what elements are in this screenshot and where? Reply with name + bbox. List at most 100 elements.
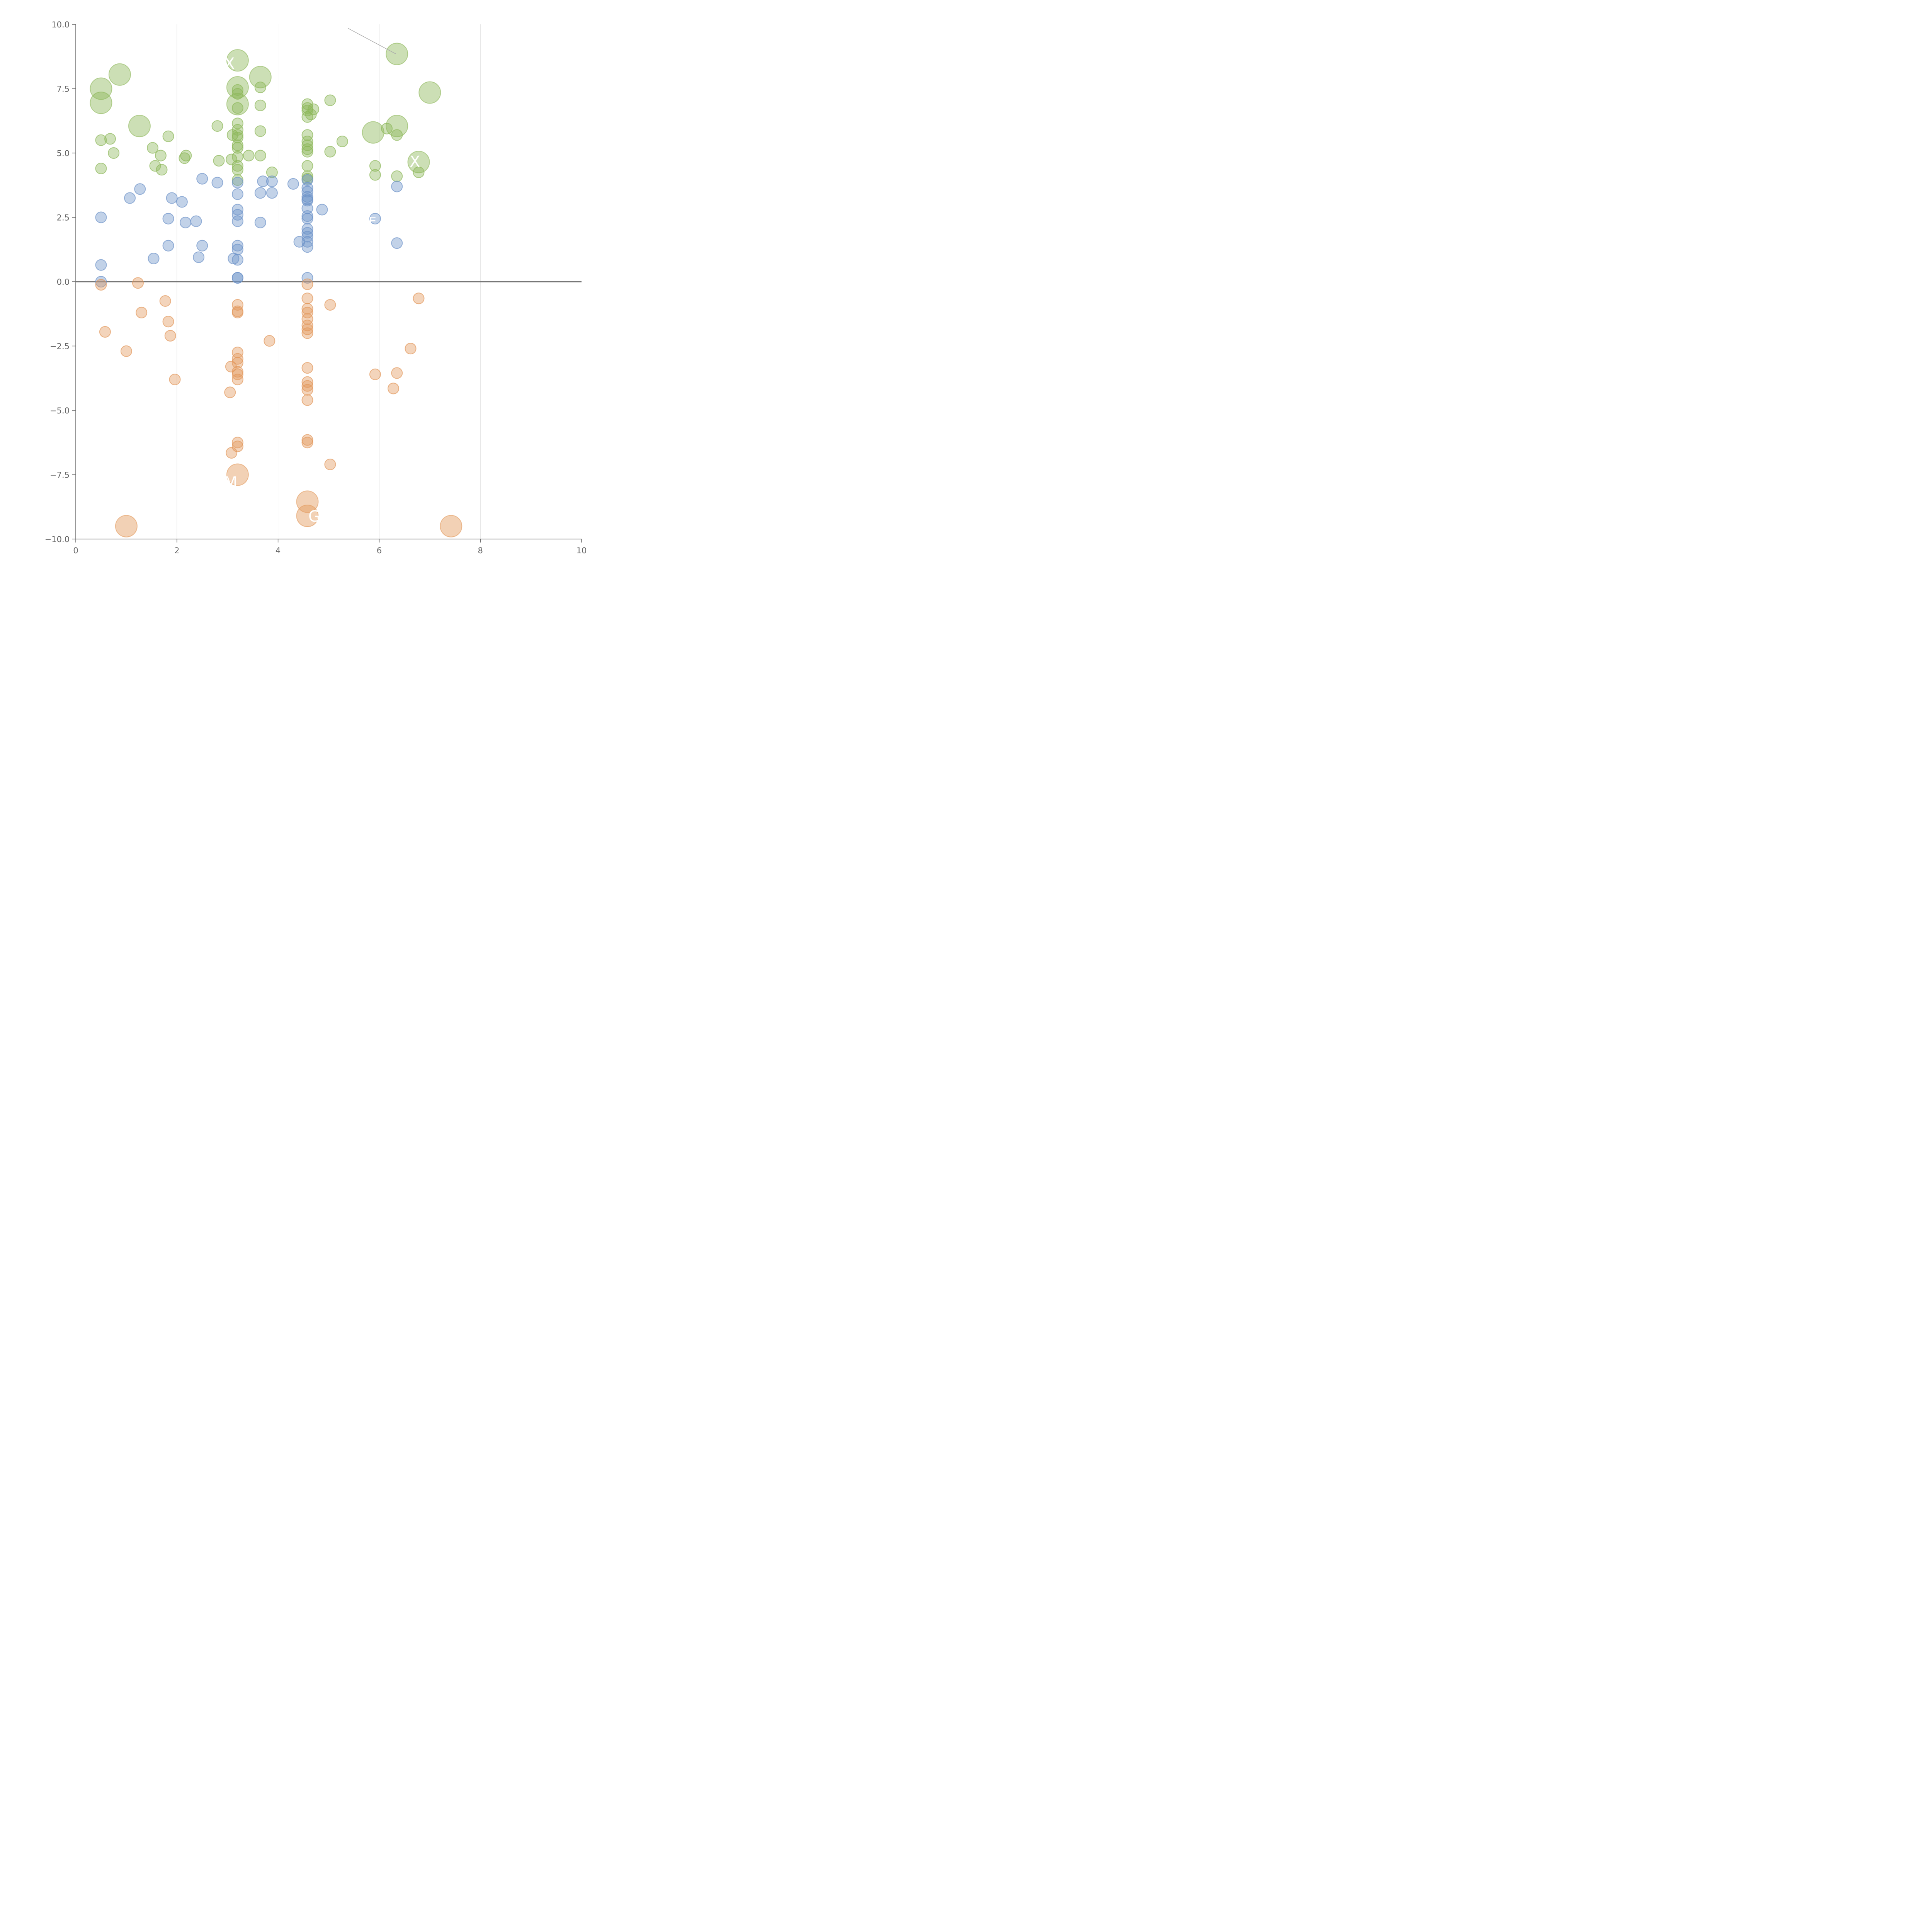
data-point	[196, 240, 208, 252]
data-point	[391, 170, 403, 182]
y-tick-label: 2.5	[57, 213, 70, 223]
scatter-chart: 10.07.55.02.50.0−2.5−5.0−7.5−10.00 2 4 6 8 10…	[45, 20, 587, 555]
data-point	[162, 316, 174, 328]
data-point	[336, 136, 348, 148]
data-point	[231, 437, 243, 449]
data-point	[301, 323, 313, 335]
data-point	[231, 139, 243, 151]
data-point	[231, 174, 243, 186]
data-point	[231, 88, 243, 100]
data-point	[132, 277, 144, 289]
data-point	[388, 383, 400, 395]
data-point	[231, 254, 243, 266]
data-point	[231, 129, 243, 141]
data-point	[180, 216, 192, 228]
data-point	[413, 293, 425, 304]
data-point	[193, 251, 205, 263]
y-tick-label: −5.0	[50, 406, 70, 415]
x-tick-label: 8	[478, 546, 483, 555]
data-point	[301, 143, 313, 155]
data-point	[254, 82, 266, 94]
data-point	[211, 120, 223, 132]
x-tick-label: 10	[577, 546, 587, 555]
data-point	[301, 146, 313, 158]
data-point	[391, 367, 403, 379]
data-point	[369, 160, 381, 172]
data-point	[301, 313, 313, 325]
data-point	[266, 187, 278, 199]
data-point	[231, 243, 243, 255]
data-point	[301, 241, 313, 253]
data-point	[162, 130, 174, 142]
axes: 10.0 7.5 5.0 2.5 0.0 −2.5 −5.0 −7.5 −10.00 2 4 6 8 10	[45, 20, 587, 555]
data-point-large	[226, 463, 249, 486]
data-points	[90, 28, 463, 537]
data-point	[301, 437, 313, 449]
data-point	[99, 326, 111, 338]
data-point-large	[362, 121, 384, 144]
data-point-large	[128, 115, 151, 138]
data-point	[231, 215, 243, 227]
y-tick-label: 7.5	[57, 85, 70, 94]
data-point	[231, 160, 243, 172]
data-point	[231, 440, 243, 452]
data-point	[301, 394, 313, 406]
data-point	[134, 183, 146, 195]
annotation-leader-line	[347, 28, 396, 54]
data-point	[231, 209, 243, 221]
data-point-large	[90, 77, 112, 100]
data-point	[324, 458, 336, 470]
data-point	[316, 204, 328, 216]
data-point	[301, 272, 313, 284]
data-point	[231, 102, 243, 114]
data-point	[231, 117, 243, 129]
data-point	[266, 166, 278, 178]
y-tick-label: 0.0	[57, 277, 70, 287]
data-point	[301, 213, 313, 224]
data-point	[324, 94, 336, 106]
data-point	[301, 191, 313, 203]
data-point	[159, 295, 171, 307]
data-point	[95, 279, 107, 291]
data-point	[301, 380, 313, 392]
data-point	[146, 142, 158, 154]
data-point	[301, 210, 313, 222]
data-point	[95, 162, 107, 174]
data-point	[120, 345, 132, 357]
data-point	[95, 276, 107, 287]
data-point-large	[249, 66, 272, 88]
data-point	[136, 306, 148, 318]
data-point	[301, 278, 313, 290]
data-point	[301, 303, 313, 315]
data-point-large	[226, 49, 249, 72]
data-point	[301, 227, 313, 239]
data-point	[95, 259, 107, 271]
data-point	[231, 151, 243, 163]
data-point	[166, 192, 178, 204]
data-point	[254, 216, 266, 228]
data-point	[169, 374, 181, 386]
data-point	[231, 374, 243, 386]
y-tick-label: −2.5	[50, 342, 70, 351]
data-point	[301, 139, 313, 151]
data-point	[266, 175, 278, 187]
data-point	[231, 164, 243, 176]
data-point	[301, 129, 313, 141]
data-point	[213, 155, 225, 167]
data-point	[381, 122, 393, 134]
annotation-label: X	[224, 55, 235, 73]
data-point-large	[407, 151, 430, 173]
data-point	[231, 177, 243, 189]
x-tick-label: 6	[377, 546, 382, 555]
data-point	[254, 125, 266, 137]
data-point	[369, 169, 381, 181]
data-point	[301, 170, 313, 182]
y-tick-label: −7.5	[50, 471, 70, 480]
data-point	[95, 134, 107, 146]
data-point	[224, 386, 236, 398]
data-point	[391, 180, 403, 192]
x-tick-label: 4	[276, 546, 281, 555]
data-point	[243, 150, 255, 162]
data-point	[176, 196, 188, 208]
data-point	[231, 357, 243, 369]
